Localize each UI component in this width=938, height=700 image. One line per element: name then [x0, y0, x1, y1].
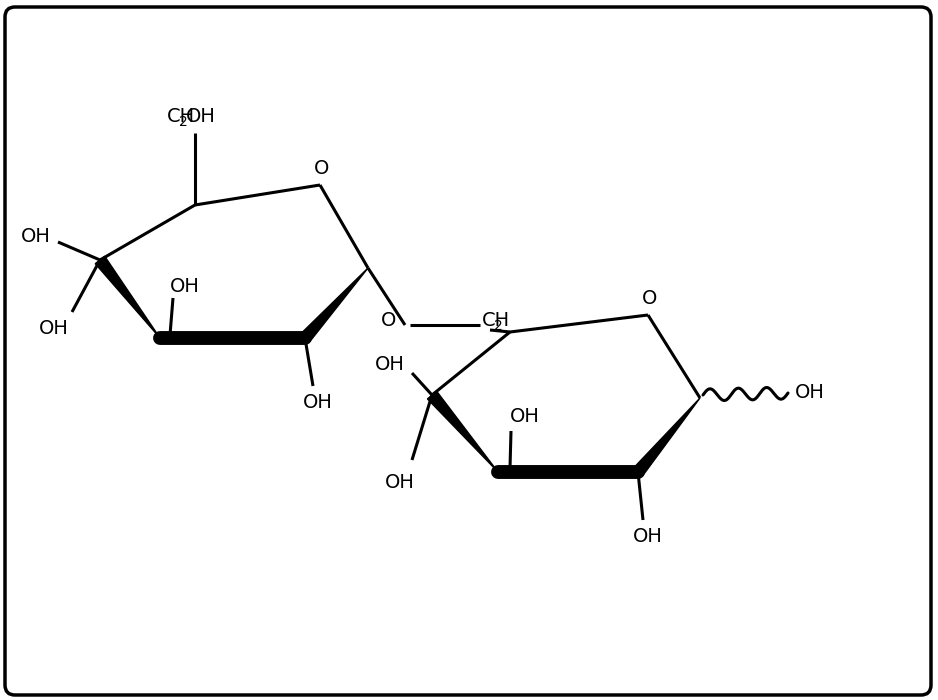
Text: CH: CH	[482, 312, 510, 330]
FancyBboxPatch shape	[5, 7, 931, 695]
Polygon shape	[633, 398, 700, 476]
Text: OH: OH	[795, 384, 825, 402]
Text: OH: OH	[375, 356, 405, 375]
Text: OH: OH	[633, 528, 663, 547]
Text: CH: CH	[167, 108, 195, 127]
Text: 2: 2	[494, 319, 504, 333]
Text: OH: OH	[510, 407, 540, 426]
Text: OH: OH	[39, 318, 68, 337]
Text: O: O	[382, 312, 397, 330]
Polygon shape	[428, 391, 498, 472]
Text: 2: 2	[179, 115, 189, 129]
Text: O: O	[314, 158, 329, 178]
Text: OH: OH	[303, 393, 333, 412]
Polygon shape	[300, 268, 368, 342]
Polygon shape	[96, 256, 160, 338]
Text: O: O	[643, 288, 658, 307]
Text: OH: OH	[170, 276, 200, 295]
Text: OH: OH	[186, 108, 216, 127]
Text: OH: OH	[386, 473, 415, 491]
Text: OH: OH	[21, 228, 51, 246]
